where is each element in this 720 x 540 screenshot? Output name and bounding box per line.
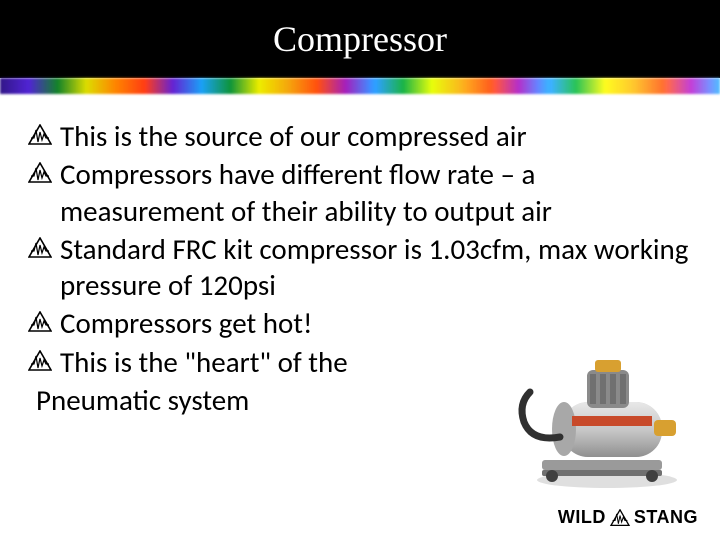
logo-right-text: STANG [634,507,698,528]
triangle-waveform-icon [28,162,52,184]
bullet-list: This is the source of our compressed air… [28,118,692,380]
triangle-waveform-icon [28,350,52,372]
rainbow-divider [0,78,720,94]
bullet-text: Standard FRC kit compressor is 1.03cfm, … [60,231,688,303]
triangle-waveform-icon [28,311,52,333]
bullet-text: This is the "heart" of the [60,344,348,380]
bullet-text: Compressors have different flow rate – a… [60,156,552,228]
slide-body: This is the source of our compressed air… [0,94,720,418]
slide-header: Compressor [0,0,720,78]
list-item: Compressors have different flow rate – a… [28,156,692,229]
triangle-waveform-icon [28,237,52,259]
bullet-text: This is the source of our compressed air [60,118,527,154]
bullet-text: Compressors get hot! [60,305,312,341]
triangle-waveform-icon [609,509,631,527]
triangle-waveform-icon [28,124,52,146]
list-item: Standard FRC kit compressor is 1.03cfm, … [28,231,692,304]
footer-logo: WILD STANG [558,507,698,528]
list-item: Compressors get hot! [28,305,692,341]
compressor-illustration [512,342,692,492]
logo-left-text: WILD [558,507,606,528]
list-item: This is the source of our compressed air [28,118,692,154]
slide-title: Compressor [273,18,447,60]
